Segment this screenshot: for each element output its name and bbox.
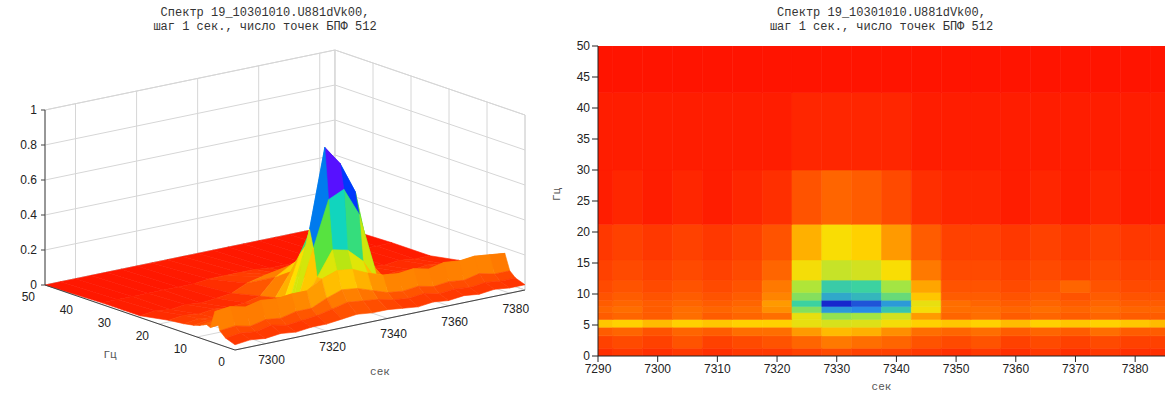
- svg-text:Гц: Гц: [103, 349, 117, 361]
- html-text:шаг 1 сек., число точек БПФ 51: шаг 1 сек., число точек БПФ 512: [769, 20, 994, 34]
- svg-text:сек: сек: [370, 366, 390, 378]
- svg-text:0: 0: [30, 278, 37, 292]
- svg-text:40: 40: [60, 303, 74, 317]
- svg-text:25: 25: [577, 194, 591, 208]
- svg-text:5: 5: [583, 318, 590, 332]
- svg-text:45: 45: [577, 70, 591, 84]
- svg-text:0.6: 0.6: [20, 173, 37, 187]
- svg-text:35: 35: [577, 132, 591, 146]
- svg-text:7350: 7350: [943, 362, 970, 376]
- svg-text:30: 30: [577, 163, 591, 177]
- html-text:Спектр 19_10301010.U881dVk00,: Спектр 19_10301010.U881dVk00,: [160, 6, 370, 20]
- svg-text:7360: 7360: [441, 315, 468, 329]
- svg-text:сек: сек: [872, 381, 892, 393]
- svg-text:40: 40: [577, 101, 591, 115]
- svg-text:20: 20: [136, 329, 150, 343]
- svg-text:7360: 7360: [1002, 362, 1029, 376]
- svg-text:0: 0: [218, 355, 225, 369]
- svg-text:15: 15: [577, 256, 591, 270]
- svg-text:1: 1: [30, 103, 37, 117]
- svg-text:50: 50: [22, 290, 36, 304]
- html-text:шаг 1 сек., число точек БПФ 51: шаг 1 сек., число точек БПФ 512: [153, 20, 377, 34]
- svg-text:10: 10: [577, 287, 591, 301]
- svg-text:7380: 7380: [1122, 362, 1149, 376]
- svg-text:7340: 7340: [380, 327, 407, 341]
- svg-text:0.4: 0.4: [20, 208, 37, 222]
- svg-text:7300: 7300: [258, 353, 285, 367]
- svg-text:7330: 7330: [823, 362, 850, 376]
- svg-text:7310: 7310: [704, 362, 731, 376]
- svg-text:20: 20: [577, 225, 591, 239]
- svg-text:50: 50: [577, 39, 591, 53]
- svg-text:Гц: Гц: [551, 187, 563, 201]
- svg-text:0: 0: [583, 349, 590, 363]
- svg-text:7300: 7300: [644, 362, 671, 376]
- svg-text:7370: 7370: [1062, 362, 1089, 376]
- svg-text:7320: 7320: [319, 340, 346, 354]
- svg-text:7290: 7290: [585, 362, 612, 376]
- svg-text:0.8: 0.8: [20, 138, 37, 152]
- svg-text:0.2: 0.2: [20, 243, 37, 257]
- svg-text:7320: 7320: [764, 362, 791, 376]
- svg-text:7340: 7340: [883, 362, 910, 376]
- html-text:Спектр 19_10301010.U881dVk00,: Спектр 19_10301010.U881dVk00,: [777, 6, 986, 20]
- svg-text:7380: 7380: [502, 302, 529, 316]
- svg-text:30: 30: [98, 316, 112, 330]
- svg-text:10: 10: [174, 342, 188, 356]
